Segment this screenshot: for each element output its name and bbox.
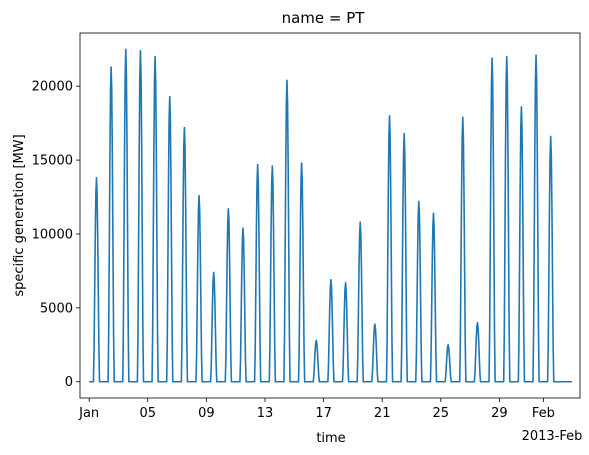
plot-area [80, 33, 580, 398]
x-tick-label: 21 [374, 406, 391, 421]
y-axis-title: specific generation [MW] [12, 134, 27, 296]
series-line-0 [88, 48, 573, 383]
x-tick-label: 13 [257, 406, 274, 421]
y-tick-label: 20000 [32, 80, 73, 95]
y-tick-label: 5000 [40, 301, 73, 316]
x-axis-title: time [316, 431, 345, 446]
y-tick-label: 0 [65, 375, 73, 390]
series-layer [88, 48, 573, 383]
plot-frame [79, 32, 581, 399]
x-tick-label: 09 [198, 406, 215, 421]
x-tick-label: Feb [532, 406, 555, 421]
x-tick-label: Jan [78, 406, 99, 421]
y-tick-label: 10000 [32, 227, 73, 242]
x-tick-label: 29 [491, 406, 508, 421]
x-tick-label: 17 [315, 406, 332, 421]
chart-title: name = PT [282, 9, 366, 27]
y-tick-label: 15000 [32, 154, 73, 169]
x-offset-label: 2013-Feb [522, 429, 583, 444]
x-axis: Jan 05 09 13 17 21 25 29 Feb [78, 398, 555, 421]
x-tick-label: 25 [433, 406, 450, 421]
x-tick-label: 05 [139, 406, 156, 421]
y-axis: 0 5000 10000 15000 20000 [32, 80, 80, 390]
